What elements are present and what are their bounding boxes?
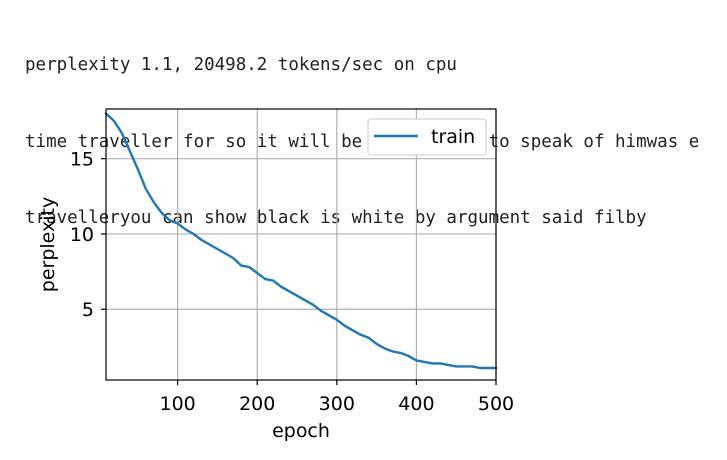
axes-frame bbox=[105, 108, 497, 381]
series-line-train bbox=[104, 111, 498, 370]
plot-area-frame bbox=[105, 108, 497, 381]
x-axis-label: epoch bbox=[272, 420, 330, 442]
y-tick-label-10: 10 bbox=[70, 224, 94, 246]
legend-label-train: train bbox=[431, 126, 475, 148]
output-line-perplexity: perplexity 1.1, 20498.2 tokens/sec on cp… bbox=[25, 55, 457, 75]
series-layer bbox=[104, 111, 498, 370]
tick-marks-and-labels: 100 200 300 400 500 5 10 15 bbox=[70, 149, 514, 415]
legend-box bbox=[367, 118, 487, 156]
y-tick-label-15: 15 bbox=[70, 149, 94, 171]
y-tick-label-5: 5 bbox=[82, 299, 94, 321]
x-tick-label-200: 200 bbox=[239, 393, 275, 415]
x-tick-label-400: 400 bbox=[398, 393, 434, 415]
legend: train bbox=[367, 118, 487, 156]
grid-lines bbox=[106, 109, 497, 380]
y-axis-label: perplexity bbox=[37, 197, 59, 292]
output-line-prediction-traveller: travelleryou can show black is white by … bbox=[25, 208, 647, 228]
x-tick-label-100: 100 bbox=[159, 393, 195, 415]
x-tick-label-500: 500 bbox=[478, 393, 514, 415]
x-tick-label-300: 300 bbox=[319, 393, 355, 415]
